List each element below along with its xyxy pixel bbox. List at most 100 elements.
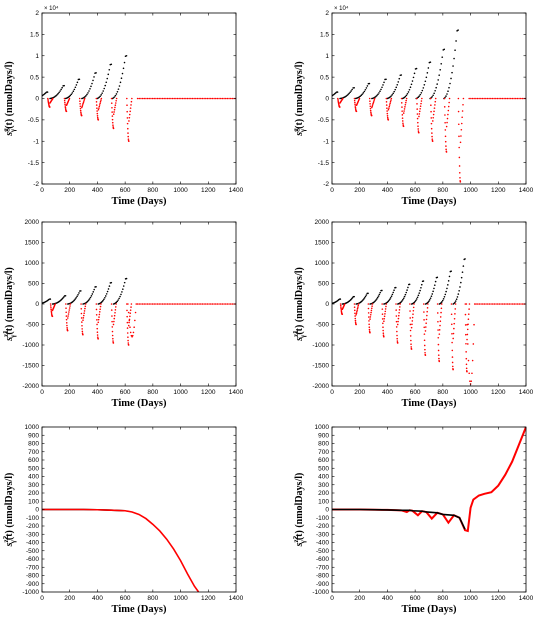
x-tick-label: 400: [382, 595, 393, 602]
data-point: [405, 291, 408, 294]
data-point: [369, 331, 371, 334]
y-tick-label: 600: [318, 457, 329, 464]
data-point: [140, 97, 142, 100]
y-tick-label: 2000: [25, 219, 40, 226]
y-tick-label: 500: [318, 465, 329, 472]
data-point: [430, 117, 433, 119]
data-point: [458, 165, 461, 167]
data-point: [423, 339, 426, 342]
x-tick-label: 800: [437, 187, 448, 194]
data-point: [49, 305, 52, 307]
data-point: [382, 326, 384, 328]
y-tick-label: 100: [28, 498, 39, 505]
data-point: [129, 312, 132, 315]
x-tick-label: 1000: [173, 595, 188, 602]
data-point: [366, 85, 369, 87]
data-point: [422, 280, 425, 282]
data-point: [128, 319, 131, 322]
data-point: [399, 303, 401, 305]
data-point: [367, 303, 370, 305]
data-point: [452, 332, 455, 335]
data-point: [129, 326, 131, 328]
data-point: [385, 97, 388, 100]
axes-frame: [331, 221, 527, 387]
data-point: [516, 97, 519, 100]
data-point: [103, 298, 105, 301]
data-point: [408, 283, 411, 286]
data-point: [471, 359, 474, 362]
data-point: [79, 107, 82, 110]
data-point: [468, 372, 470, 375]
plot-area: [332, 258, 526, 385]
data-point: [436, 276, 439, 279]
data-point: [148, 97, 151, 100]
data-point: [216, 303, 219, 305]
data-point: [400, 102, 403, 104]
data-point: [82, 317, 85, 319]
data-point: [97, 318, 100, 321]
data-point: [330, 96, 332, 98]
data-point: [441, 56, 444, 58]
data-point: [62, 296, 65, 298]
data-point: [127, 132, 129, 134]
data-point: [483, 97, 485, 100]
x-tick-label: 0: [330, 187, 334, 194]
x-axis-label: Time (Days): [402, 196, 457, 207]
data-point: [402, 122, 404, 125]
data-point: [111, 330, 114, 333]
data-point: [410, 83, 413, 86]
data-point: [491, 97, 494, 100]
data-point: [369, 109, 372, 112]
data-point: [513, 303, 516, 305]
data-point: [431, 132, 433, 134]
data-point: [416, 97, 418, 100]
data-point: [113, 111, 115, 113]
data-point: [216, 97, 219, 100]
data-point: [218, 303, 220, 305]
data-point: [181, 303, 184, 305]
data-point: [61, 86, 63, 89]
y-axis-label: sz1γ(t) (nmolDays/l): [2, 267, 17, 342]
data-point: [409, 323, 412, 326]
x-tick-label: 0: [40, 187, 44, 194]
data-point: [363, 298, 365, 300]
data-point: [409, 86, 412, 88]
data-point: [395, 320, 398, 323]
data-point: [111, 334, 114, 337]
data-point: [383, 320, 385, 323]
data-point: [116, 300, 119, 303]
data-point: [430, 110, 432, 113]
data-point: [357, 304, 360, 307]
data-point: [92, 291, 95, 293]
x-tick-label: 1200: [201, 595, 216, 602]
data-point: [218, 97, 220, 100]
data-point: [373, 100, 375, 102]
data-point: [83, 97, 86, 100]
data-point: [506, 97, 509, 100]
y-tick-label: -100: [26, 515, 39, 522]
data-point: [396, 330, 398, 333]
data-point: [386, 110, 388, 112]
data-point: [356, 307, 359, 310]
data-point: [126, 327, 129, 329]
data-point: [461, 116, 463, 119]
data-point: [105, 293, 108, 295]
data-point: [115, 99, 117, 102]
data-point: [376, 94, 378, 97]
data-point: [60, 88, 62, 91]
data-point: [493, 97, 495, 100]
data-point: [371, 106, 373, 109]
data-point: [396, 323, 399, 326]
data-point: [95, 72, 97, 74]
data-point: [87, 299, 90, 302]
y-tick-label: -1000: [22, 342, 39, 349]
y-tick-label: 1.5: [320, 32, 329, 39]
data-point: [446, 287, 448, 290]
data-point: [444, 114, 446, 116]
data-point: [403, 108, 406, 110]
y-tick-label: -1000: [312, 589, 329, 596]
data-point: [386, 114, 389, 117]
data-point: [68, 309, 71, 311]
data-point: [450, 303, 453, 305]
data-point: [401, 300, 403, 302]
